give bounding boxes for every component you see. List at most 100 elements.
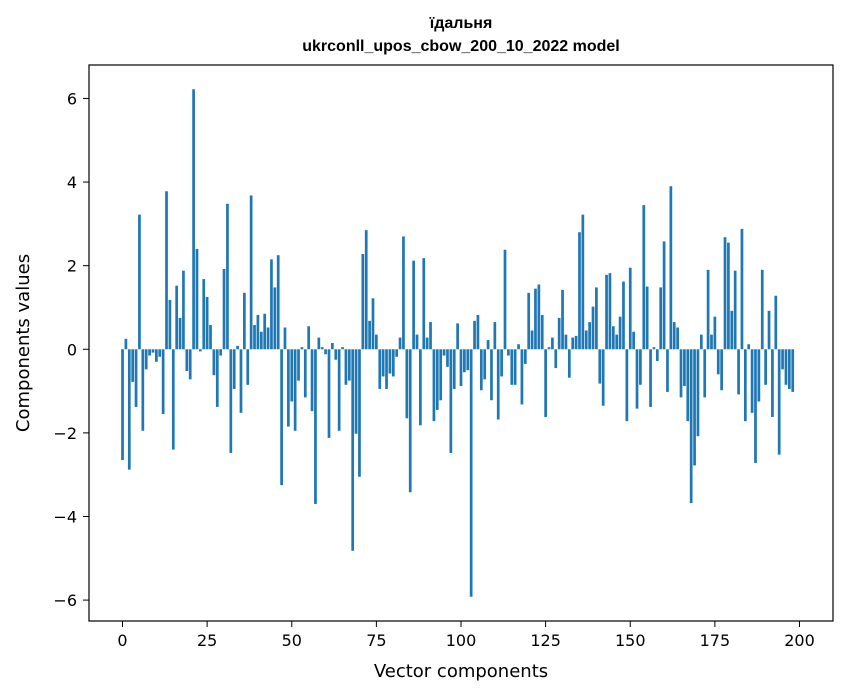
bar-51 bbox=[293, 349, 297, 431]
bar-182 bbox=[737, 349, 740, 395]
bar-147 bbox=[618, 316, 622, 350]
bar-189 bbox=[760, 269, 764, 350]
bar-94 bbox=[439, 349, 443, 401]
bar-24 bbox=[202, 279, 206, 350]
bar-54 bbox=[303, 349, 307, 398]
bar-9 bbox=[151, 349, 155, 353]
bar-41 bbox=[259, 331, 263, 350]
bar-114 bbox=[507, 349, 510, 356]
bar-144 bbox=[608, 273, 612, 350]
bar-130 bbox=[561, 289, 564, 350]
bar-142 bbox=[601, 349, 605, 406]
bar-22 bbox=[195, 248, 199, 350]
bar-149 bbox=[625, 349, 629, 422]
bar-91 bbox=[429, 322, 432, 350]
bar-37 bbox=[246, 349, 250, 385]
bar-157 bbox=[652, 347, 656, 350]
y-axis-ticks: −6 −4 −2 0 2 4 6 bbox=[53, 89, 89, 610]
bar-53 bbox=[300, 347, 304, 350]
bar-78 bbox=[385, 349, 388, 389]
bar-146 bbox=[615, 334, 619, 350]
bar-81 bbox=[395, 349, 399, 357]
x-axis-ticks: 0 25 50 75 100 125 150 175 200 bbox=[117, 621, 815, 650]
bar-134 bbox=[574, 335, 578, 350]
bar-171 bbox=[699, 334, 703, 350]
bar-138 bbox=[588, 322, 591, 350]
bar-150 bbox=[628, 267, 632, 350]
bar-108 bbox=[486, 340, 490, 350]
bar-172 bbox=[703, 349, 707, 398]
bar-174 bbox=[710, 334, 713, 350]
bar-198 bbox=[791, 349, 795, 392]
bar-series bbox=[121, 89, 795, 597]
x-tick-label: 25 bbox=[197, 631, 217, 650]
bar-65 bbox=[341, 347, 344, 350]
bar-188 bbox=[757, 349, 761, 402]
bar-197 bbox=[787, 349, 791, 389]
bar-131 bbox=[564, 334, 568, 350]
bar-44 bbox=[270, 259, 273, 350]
bar-58 bbox=[317, 337, 321, 350]
bar-86 bbox=[412, 260, 415, 350]
bar-2 bbox=[127, 349, 131, 470]
y-tick-label: −2 bbox=[53, 424, 77, 443]
x-tick-label: 100 bbox=[446, 631, 477, 650]
bar-153 bbox=[639, 349, 642, 385]
bar-66 bbox=[344, 349, 348, 385]
bar-162 bbox=[669, 186, 673, 350]
bar-168 bbox=[689, 349, 693, 504]
bar-10 bbox=[155, 349, 158, 362]
bar-80 bbox=[391, 349, 395, 377]
bar-61 bbox=[327, 349, 331, 438]
bar-92 bbox=[432, 349, 436, 422]
bar-112 bbox=[500, 349, 503, 377]
bar-68 bbox=[351, 349, 355, 551]
y-tick-label: −4 bbox=[53, 507, 77, 526]
y-tick-label: 0 bbox=[67, 340, 77, 359]
bar-39 bbox=[253, 325, 256, 350]
bar-143 bbox=[605, 274, 608, 350]
bar-19 bbox=[185, 349, 189, 372]
bar-118 bbox=[520, 349, 524, 405]
bar-163 bbox=[672, 322, 676, 350]
bar-187 bbox=[754, 349, 757, 463]
bar-30 bbox=[222, 269, 226, 350]
bar-106 bbox=[479, 349, 483, 391]
bar-167 bbox=[686, 349, 690, 422]
bar-35 bbox=[239, 349, 243, 413]
bar-16 bbox=[175, 285, 179, 350]
bar-31 bbox=[226, 203, 229, 350]
bar-177 bbox=[720, 349, 723, 391]
bar-115 bbox=[510, 349, 514, 385]
bar-17 bbox=[178, 317, 182, 350]
bar-29 bbox=[219, 349, 223, 356]
bar-136 bbox=[581, 214, 585, 350]
x-tick-label: 75 bbox=[366, 631, 386, 650]
bar-75 bbox=[375, 334, 378, 350]
bar-60 bbox=[324, 349, 327, 355]
bar-132 bbox=[567, 349, 571, 378]
bar-73 bbox=[368, 320, 371, 350]
bar-50 bbox=[290, 349, 294, 402]
bar-186 bbox=[750, 349, 754, 413]
bar-38 bbox=[249, 195, 253, 350]
bar-122 bbox=[534, 288, 537, 350]
bar-71 bbox=[361, 253, 365, 350]
bar-117 bbox=[517, 344, 520, 350]
bar-169 bbox=[693, 349, 696, 466]
bar-87 bbox=[415, 334, 419, 350]
y-tick-label: 4 bbox=[67, 173, 77, 192]
bar-102 bbox=[466, 349, 470, 371]
bar-164 bbox=[676, 327, 679, 350]
bar-139 bbox=[591, 306, 595, 350]
bar-173 bbox=[706, 269, 710, 350]
bar-88 bbox=[419, 349, 422, 426]
bar-89 bbox=[422, 258, 426, 350]
bar-18 bbox=[182, 270, 185, 350]
bar-119 bbox=[523, 349, 527, 364]
bar-178 bbox=[723, 237, 727, 350]
bar-155 bbox=[645, 286, 649, 350]
bar-105 bbox=[476, 314, 480, 350]
bar-5 bbox=[138, 214, 141, 350]
x-tick-label: 200 bbox=[784, 631, 815, 650]
